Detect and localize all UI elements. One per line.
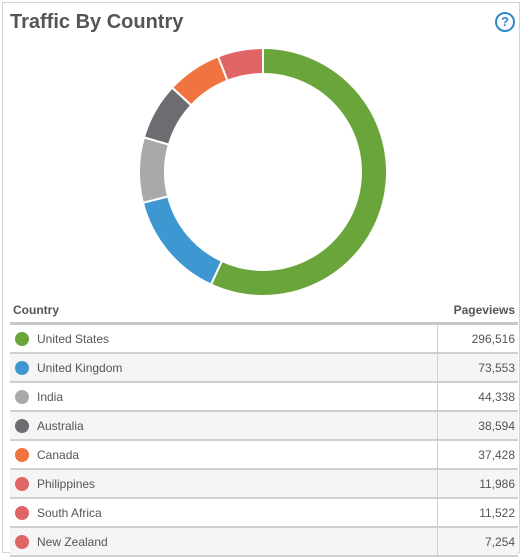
table-row: Canada 37,428 <box>10 440 518 470</box>
pageviews-value: 73,553 <box>437 353 518 383</box>
legend-dot-icon <box>15 534 29 549</box>
country-cell: Philippines <box>10 469 438 499</box>
country-name: United States <box>37 331 110 346</box>
table-row: Philippines 11,986 <box>10 469 518 499</box>
legend-dot-icon <box>15 389 29 404</box>
donut-slice-india[interactable] <box>138 136 171 205</box>
pageviews-value: 7,254 <box>437 527 518 557</box>
country-cell: Canada <box>10 440 438 470</box>
table-row: India 44,338 <box>10 382 518 412</box>
pageviews-value: 37,428 <box>437 440 518 470</box>
question-circle-icon[interactable]: ? <box>495 12 515 32</box>
widget-title: Traffic By Country <box>10 11 184 33</box>
pageviews-value: 11,986 <box>437 469 518 499</box>
country-name: Canada <box>37 447 80 462</box>
column-header-country[interactable]: Country <box>10 298 438 325</box>
country-name: United Kingdom <box>37 360 123 375</box>
pageviews-value: 296,516 <box>437 323 518 354</box>
legend-dot-icon <box>15 418 29 433</box>
table-row: United States 296,516 <box>10 323 518 354</box>
country-name: New Zealand <box>37 534 108 549</box>
column-header-pageviews[interactable]: Pageviews <box>437 298 518 325</box>
country-table: Country Pageviews United States 296,516 Un… <box>10 298 518 557</box>
country-name: Philippines <box>37 476 96 491</box>
pageviews-value: 11,522 <box>437 498 518 528</box>
donut-slice-united-states[interactable] <box>209 46 388 297</box>
legend-dot-icon <box>15 476 29 491</box>
table-row: United Kingdom 73,553 <box>10 353 518 383</box>
table-row: South Africa 11,522 <box>10 498 518 528</box>
country-cell: United Kingdom <box>10 353 438 383</box>
legend-dot-icon <box>15 360 29 375</box>
country-cell: Australia <box>10 411 438 441</box>
legend-dot-icon <box>15 505 29 520</box>
country-name: Australia <box>37 418 84 433</box>
donut-slice-other[interactable] <box>216 46 264 82</box>
table-row: New Zealand 7,254 <box>10 527 518 557</box>
legend-dot-icon <box>15 331 29 346</box>
country-cell: New Zealand <box>10 527 438 557</box>
donut-slice-united-kingdom[interactable] <box>141 195 224 286</box>
pageviews-value: 44,338 <box>437 382 518 412</box>
country-cell: India <box>10 382 438 412</box>
country-cell: United States <box>10 323 438 354</box>
donut-chart <box>138 46 388 297</box>
table-row: Australia 38,594 <box>10 411 518 441</box>
country-name: India <box>37 389 64 404</box>
country-cell: South Africa <box>10 498 438 528</box>
pageviews-value: 38,594 <box>437 411 518 441</box>
country-name: South Africa <box>37 505 102 520</box>
legend-dot-icon <box>15 447 29 462</box>
